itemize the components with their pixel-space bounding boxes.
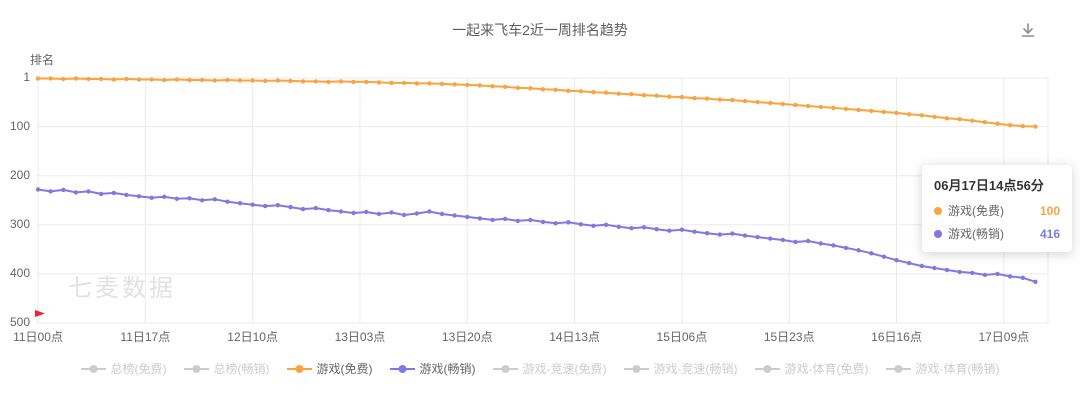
tooltip-row-grossing: 游戏(畅销) 416 [934,225,1060,242]
legend-item-label: 游戏(畅销) [419,362,476,376]
tooltip-series-label: 游戏(免费) [948,204,1004,218]
legend-item-label: 游戏-竞速(畅销) [653,362,738,376]
legend-item-label: 游戏-体育(免费) [784,362,869,376]
legend-item-3[interactable]: 游戏(畅销) [389,360,476,377]
svg-text:13日20点: 13日20点 [442,330,493,344]
svg-text:12日10点: 12日10点 [227,330,278,344]
legend-item-1[interactable]: 总榜(畅销) [183,360,270,377]
chart-title: 一起来飞车2近一周排名趋势 [452,22,628,38]
legend-marker-icon [754,364,780,373]
tooltip-series-value: 416 [1039,226,1060,241]
svg-text:15日06点: 15日06点 [657,330,708,344]
svg-text:100: 100 [10,119,30,133]
svg-text:11日17点: 11日17点 [120,330,170,344]
y-axis-name: 排名 [30,53,55,67]
legend-item-label: 游戏-体育(畅销) [915,362,1000,376]
series-dot-icon [934,206,942,215]
legend-item-label: 总榜(免费) [110,362,167,376]
tooltip-row-free: 游戏(免费) 100 [934,202,1060,219]
legend-marker-icon [623,364,649,373]
tooltip-series-value: 100 [1039,203,1060,218]
svg-text:13日03点: 13日03点 [335,330,386,344]
svg-text:11日00点: 11日00点 [13,330,63,344]
legend-marker-icon [286,364,312,373]
tooltip: 06月17日14点56分 游戏(免费) 100 游戏(畅销) 416 [922,165,1072,252]
svg-text:400: 400 [10,266,30,280]
legend: 总榜(免费) 总榜(畅销) 游戏(免费) 游戏(畅销) 游戏-竞速(免费) 游戏-竞速(畅… [0,360,1080,377]
legend-marker-icon [183,364,209,373]
legend-item-0[interactable]: 总榜(免费) [80,360,167,377]
legend-marker-icon [492,364,518,373]
red-flag-icon [33,309,47,332]
legend-item-4[interactable]: 游戏-竞速(免费) [492,360,607,377]
legend-item-label: 游戏(免费) [316,362,373,376]
svg-text:200: 200 [10,168,30,182]
legend-item-label: 总榜(畅销) [213,362,270,376]
tooltip-time: 06月17日14点56分 [934,178,1044,193]
legend-item-2[interactable]: 游戏(免费) [286,360,373,377]
download-icon[interactable] [1020,22,1036,43]
legend-item-5[interactable]: 游戏-竞速(畅销) [623,360,738,377]
series-dot-icon [934,229,942,238]
svg-text:15日23点: 15日23点 [764,330,815,344]
svg-text:16日16点: 16日16点 [871,330,922,344]
legend-item-6[interactable]: 游戏-体育(免费) [754,360,869,377]
svg-text:17日09点: 17日09点 [978,330,1029,344]
svg-text:14日13点: 14日13点 [549,330,600,344]
legend-marker-icon [389,364,415,373]
legend-marker-icon [80,364,106,373]
legend-item-label: 游戏-竞速(免费) [522,362,607,376]
tooltip-series-label: 游戏(畅销) [948,227,1004,241]
svg-text:500: 500 [10,315,30,329]
svg-text:300: 300 [10,217,30,231]
legend-item-7[interactable]: 游戏-体育(畅销) [885,360,1000,377]
legend-marker-icon [885,364,911,373]
svg-text:1: 1 [23,70,30,84]
